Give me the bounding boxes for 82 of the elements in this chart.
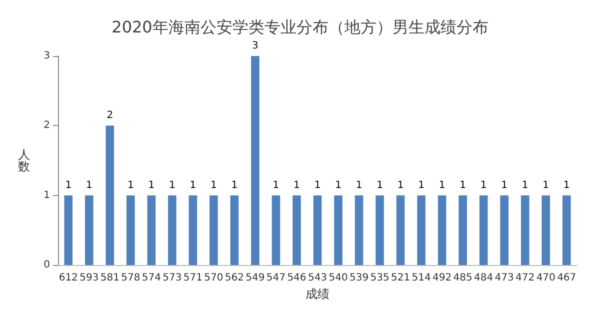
bar bbox=[251, 56, 260, 265]
x-tick-label: 473 bbox=[494, 272, 514, 284]
data-label: 1 bbox=[272, 180, 280, 191]
y-tick-label: 2 bbox=[44, 120, 50, 132]
x-tick-label: 543 bbox=[308, 272, 328, 284]
bar bbox=[542, 195, 550, 265]
x-tick-label: 492 bbox=[432, 272, 452, 284]
x-tick-label: 581 bbox=[100, 272, 120, 284]
bar bbox=[210, 195, 218, 265]
x-tick-label: 574 bbox=[142, 272, 161, 284]
y-tick-label: 1 bbox=[44, 190, 50, 201]
bar bbox=[334, 195, 342, 265]
bar bbox=[376, 195, 384, 265]
data-label: 1 bbox=[148, 180, 155, 191]
data-label: 1 bbox=[542, 180, 550, 191]
x-tick-label: 539 bbox=[349, 272, 369, 284]
x-tick-label: 547 bbox=[266, 272, 286, 284]
y-tick-label: 0 bbox=[44, 260, 50, 270]
bar bbox=[396, 195, 405, 265]
x-tick-label: 612 bbox=[58, 272, 78, 284]
y-axis-title: 人数 bbox=[18, 148, 30, 174]
data-label: 1 bbox=[356, 180, 362, 191]
bar bbox=[500, 195, 508, 265]
x-tick-label: 549 bbox=[246, 272, 265, 284]
data-label: 2 bbox=[106, 110, 114, 122]
bar bbox=[64, 195, 73, 265]
bar bbox=[292, 195, 301, 265]
x-tick-label: 472 bbox=[516, 272, 535, 284]
data-label: 1 bbox=[480, 180, 487, 191]
x-tick-label: 467 bbox=[557, 272, 576, 284]
bar bbox=[562, 195, 571, 265]
bar bbox=[147, 195, 156, 265]
bar bbox=[354, 195, 364, 265]
bar bbox=[84, 195, 94, 265]
x-tick-label: 573 bbox=[162, 272, 182, 284]
data-label: 1 bbox=[335, 180, 342, 191]
data-label: 1 bbox=[65, 180, 72, 191]
bar bbox=[106, 126, 114, 265]
x-tick-label: 484 bbox=[474, 272, 494, 284]
x-tick-label: 562 bbox=[224, 272, 244, 284]
data-label: 1 bbox=[210, 180, 217, 191]
bar bbox=[520, 195, 530, 265]
x-tick-label: 593 bbox=[80, 272, 99, 284]
data-label: 1 bbox=[190, 180, 196, 191]
data-label: 1 bbox=[397, 180, 404, 191]
x-tick-label: 570 bbox=[204, 272, 224, 284]
data-label: 1 bbox=[168, 180, 176, 191]
x-tick-label: 535 bbox=[370, 272, 390, 284]
bar bbox=[313, 195, 322, 265]
x-tick-label: 485 bbox=[453, 272, 472, 284]
y-tick-label: 3 bbox=[44, 50, 50, 62]
chart-title: 2020年海南公安学类专业分布（地方）男生成绩分布 bbox=[112, 18, 488, 36]
x-tick-label: 470 bbox=[536, 272, 556, 284]
data-label: 1 bbox=[314, 180, 321, 191]
x-tick-label: 546 bbox=[287, 272, 306, 284]
bar bbox=[458, 195, 467, 265]
data-label: 1 bbox=[460, 180, 466, 191]
data-label: 1 bbox=[127, 180, 134, 191]
data-label: 1 bbox=[522, 180, 528, 191]
bar bbox=[168, 195, 176, 265]
bar bbox=[188, 195, 198, 265]
data-label: 1 bbox=[231, 180, 238, 191]
data-label: 1 bbox=[501, 180, 508, 191]
x-axis-title: 成绩 bbox=[306, 286, 330, 301]
data-label: 1 bbox=[418, 180, 424, 191]
bar bbox=[272, 195, 280, 265]
data-label: 1 bbox=[438, 180, 446, 191]
data-label: 1 bbox=[376, 180, 383, 191]
x-tick-label: 571 bbox=[183, 272, 202, 284]
data-label: 1 bbox=[563, 180, 570, 191]
data-label: 1 bbox=[294, 180, 300, 191]
x-tick-label: 540 bbox=[328, 272, 348, 284]
x-tick-label: 514 bbox=[412, 272, 431, 284]
data-label: 3 bbox=[252, 40, 258, 52]
bar bbox=[417, 195, 426, 265]
bar bbox=[126, 195, 135, 265]
data-label: 1 bbox=[86, 180, 92, 191]
x-tick-label: 521 bbox=[390, 272, 410, 284]
x-tick-label: 578 bbox=[121, 272, 140, 284]
bar bbox=[230, 195, 239, 265]
bar bbox=[438, 195, 446, 265]
bar bbox=[479, 195, 488, 265]
